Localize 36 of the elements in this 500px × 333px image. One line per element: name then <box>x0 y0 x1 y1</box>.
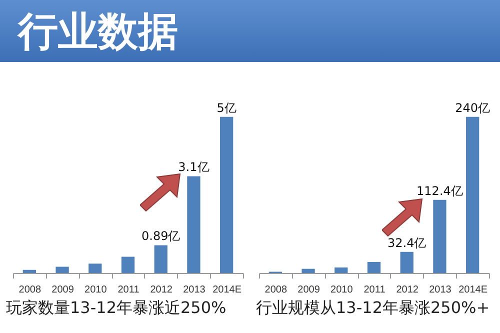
data-label: 3.1亿 <box>178 160 210 174</box>
bar <box>22 270 36 273</box>
bar <box>154 245 168 273</box>
bar <box>88 264 102 273</box>
data-label: 32.4亿 <box>388 236 426 250</box>
bar <box>302 268 315 273</box>
text: 行业规模从13-12年暴涨250%+ <box>256 298 490 319</box>
x-tick-label: 2010 <box>84 284 108 296</box>
data-label: 112.4亿 <box>416 184 463 198</box>
bar <box>367 262 381 273</box>
bar <box>466 116 480 273</box>
x-tick-label: 2014E <box>212 284 242 296</box>
bar <box>121 256 135 273</box>
x-tick-label: 2014E <box>458 284 488 296</box>
bar <box>400 252 414 273</box>
x-tick-label: 2009 <box>298 284 320 296</box>
bar <box>334 267 348 273</box>
bar <box>187 176 200 273</box>
chart-title: 行业数据 <box>18 8 178 57</box>
x-tick-label: 2012 <box>396 284 419 296</box>
x-tick-label: 2013 <box>183 284 206 296</box>
x-tick-label: 2011 <box>118 284 140 296</box>
x-tick-label: 2010 <box>330 284 354 296</box>
x-tick-label: 2013 <box>429 284 452 296</box>
x-tick-label: 2008 <box>18 284 42 296</box>
bar <box>56 266 69 273</box>
data-label: 240亿 <box>455 100 490 115</box>
x-tick-label: 2008 <box>264 284 288 296</box>
bar <box>433 200 446 273</box>
text: 玩家数量13-12年暴涨近250% <box>6 298 226 319</box>
data-label: 5亿 <box>216 100 236 115</box>
x-tick-label: 2009 <box>52 284 74 296</box>
bar <box>220 116 234 273</box>
x-tick-label: 2011 <box>364 284 386 296</box>
data-label: 0.89亿 <box>142 229 180 244</box>
x-tick-label: 2012 <box>150 284 173 296</box>
